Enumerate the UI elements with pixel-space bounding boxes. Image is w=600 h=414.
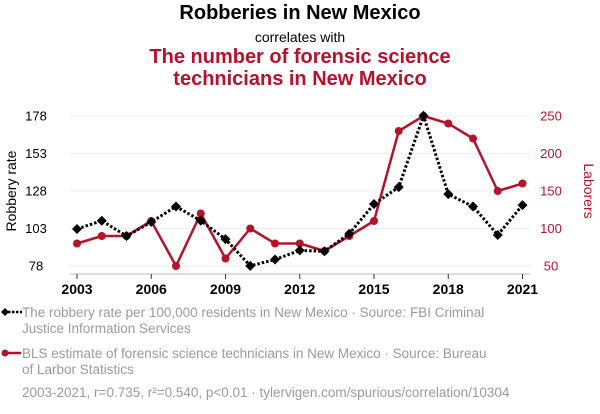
gridlines (70, 115, 530, 267)
y-tick-label-right: 250 (540, 109, 562, 124)
y-tick-label-right: 200 (540, 146, 562, 161)
y-tick-label-left: 153 (25, 146, 47, 161)
data-point-circle (73, 239, 81, 248)
data-point-diamond (270, 254, 280, 265)
data-point-diamond (344, 228, 355, 239)
data-point-diamond (443, 189, 454, 200)
x-tick-label: 2015 (358, 281, 389, 297)
legend-marker-circle-icon (1, 349, 21, 357)
data-point-circle (493, 187, 502, 195)
legend-marker-diamond-icon (1, 308, 22, 316)
data-point-diamond (294, 245, 305, 256)
series-robbery-rate (72, 110, 528, 271)
y-axis-label-right: Laborers (581, 163, 597, 218)
chart-title: Robberies in New Mexico (179, 2, 421, 24)
data-point-circle (196, 209, 205, 218)
chart-connector-text: correlates with (254, 29, 346, 45)
data-point-diamond (220, 234, 231, 245)
legend-item-laborers: BLS estimate of forensic science technic… (1, 346, 522, 378)
y-axis-label-left: Robbery rate (3, 150, 19, 231)
legend-item-robbery-rate: The robbery rate per 100,000 residents i… (1, 305, 522, 337)
y-tick-label-right: 50 (544, 259, 558, 274)
data-point-diamond (492, 229, 503, 240)
data-point-diamond (418, 110, 429, 121)
data-point-diamond (171, 201, 181, 212)
data-point-circle (444, 119, 453, 128)
data-point-diamond (146, 217, 157, 228)
data-point-circle (370, 217, 378, 225)
data-point-diamond (393, 182, 404, 193)
y-tick-label-right: 150 (540, 184, 562, 199)
chart-secondary-title: The number of forensic science technicia… (0, 46, 600, 90)
legend-text-line2: Justice Information Services (22, 321, 191, 336)
footer-stats: 2003-2021, r=0.735, r²=0.540, p<0.01 · t… (22, 385, 510, 400)
x-tick-label: 2006 (136, 281, 167, 297)
data-point-diamond (121, 231, 132, 241)
data-point-diamond (72, 223, 82, 234)
data-point-diamond (195, 215, 206, 226)
legend-text-line1: BLS estimate of forensic science technic… (22, 346, 487, 361)
secondary-title-line1: The number of forensic science (149, 46, 451, 68)
x-tick-label: 2009 (210, 281, 241, 297)
data-point-circle (221, 254, 230, 263)
secondary-title-line2: technicians in New Mexico (173, 68, 427, 90)
data-point-circle (394, 127, 403, 135)
x-tick-label: 2012 (284, 281, 315, 297)
data-point-diamond (96, 215, 107, 226)
y-tick-label-left: 78 (29, 259, 43, 274)
y-tick-label-left: 128 (25, 184, 47, 199)
axes: 178 153 128 103 78 250 200 150 100 50 2003 2006 2009… (25, 109, 562, 298)
data-point-circle (518, 179, 527, 188)
data-point-diamond (468, 201, 478, 212)
data-point-diamond (245, 260, 256, 271)
data-point-circle (469, 134, 477, 143)
data-point-circle (246, 224, 255, 233)
legend-text-line1: The robbery rate per 100,000 residents i… (22, 305, 485, 320)
legend-text-line2: of Larbor Statistics (22, 362, 134, 377)
data-point-circle (172, 262, 180, 270)
y-tick-label-right: 100 (540, 221, 562, 236)
x-tick-label: 2018 (433, 281, 464, 297)
data-point-circle (295, 239, 304, 248)
data-point-diamond (369, 199, 379, 210)
data-point-diamond (319, 246, 330, 257)
data-point-circle (97, 232, 106, 240)
chart-canvas: 178 153 128 103 78 250 200 150 100 50 2003 2006 2009… (3, 109, 597, 298)
x-tick-label: 2003 (61, 281, 92, 297)
y-tick-label-left: 178 (25, 109, 47, 124)
x-tick-label: 2021 (507, 281, 538, 297)
data-point-circle (271, 239, 279, 248)
y-tick-label-left: 103 (25, 221, 47, 236)
data-point-diamond (517, 200, 528, 211)
